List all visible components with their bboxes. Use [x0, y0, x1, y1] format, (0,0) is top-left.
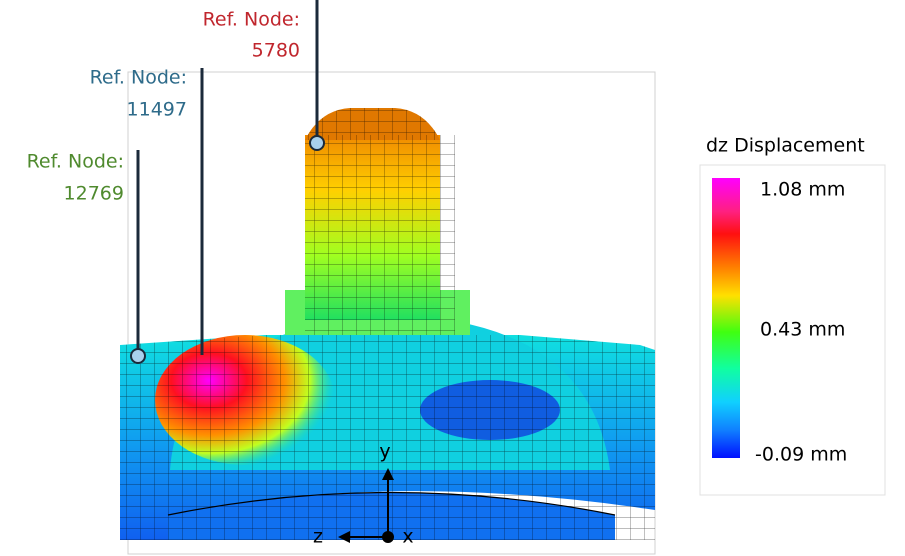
axis-label: x	[402, 526, 413, 548]
axis-label: z	[313, 526, 323, 548]
annotation-node: 5780	[252, 40, 300, 62]
legend: dz Displacement 1.08 mm 0.43 mm -0.09 mm	[700, 135, 885, 496]
legend-label: -0.09 mm	[755, 444, 847, 466]
annotation-node: 11497	[127, 99, 187, 121]
legend-title: dz Displacement	[706, 135, 865, 157]
annotation-label: Ref. Node:	[203, 9, 300, 31]
page: {"annotations": [ {"label": "Ref. Node:"…	[0, 0, 905, 556]
color-bar	[712, 178, 740, 458]
axis-label: y	[379, 441, 390, 463]
annotation-label: Ref. Node:	[27, 151, 124, 173]
legend-label: 1.08 mm	[760, 179, 845, 201]
annotation-node: 12769	[64, 183, 124, 205]
annotation-label: Ref. Node:	[90, 67, 187, 89]
legend-label: 0.43 mm	[760, 319, 845, 341]
figure: Ref. Node: 5780 Ref. Node: 11497 Ref. No…	[0, 0, 905, 556]
